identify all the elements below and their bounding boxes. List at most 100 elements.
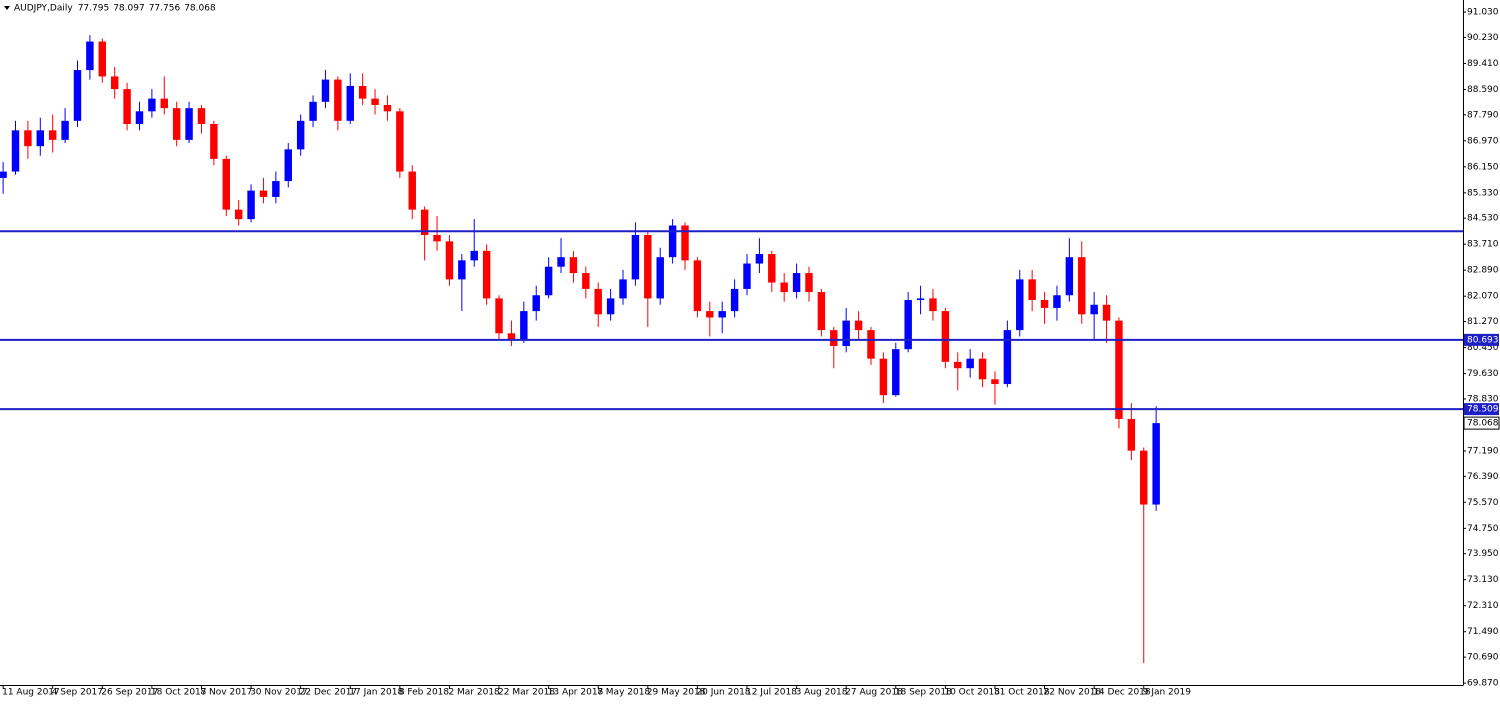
x-tick-label: 20 Jun 2018 xyxy=(696,688,750,698)
candle-body xyxy=(916,298,925,301)
candle-body xyxy=(817,292,826,331)
candle-body xyxy=(371,98,379,105)
candle-body xyxy=(792,273,801,293)
y-tick-label: 89.410 xyxy=(1467,59,1499,69)
candle-body xyxy=(346,85,354,121)
y-tick-label: 90.230 xyxy=(1467,33,1499,43)
candle-body xyxy=(1016,279,1024,331)
candle-body xyxy=(1115,320,1123,419)
candle-body xyxy=(507,333,516,340)
x-tick-label: 4 Sep 2017 xyxy=(52,688,103,698)
level-label: 78.509 xyxy=(1467,405,1499,415)
x-tick-label: 2 Mar 2018 xyxy=(448,688,500,698)
x-tick-label: 29 May 2018 xyxy=(647,688,706,698)
title-ohlc: 77.756 xyxy=(149,4,181,14)
y-tick-label: 91.030 xyxy=(1467,8,1499,18)
x-tick-label: 22 Mar 2018 xyxy=(498,688,555,698)
x-tick-label: 18 Sep 2018 xyxy=(895,688,952,698)
candle-body xyxy=(606,298,615,315)
candle-body xyxy=(408,171,416,210)
menu-arrow[interactable] xyxy=(4,6,10,10)
candle-body xyxy=(619,279,627,299)
candle-body xyxy=(210,123,218,159)
candle-body xyxy=(879,358,888,396)
candle-body xyxy=(755,254,764,264)
x-tick-label: 30 Nov 2017 xyxy=(250,688,308,698)
candle-body xyxy=(222,158,230,210)
y-tick-label: 86.970 xyxy=(1467,136,1499,146)
candle-body xyxy=(1127,418,1136,451)
y-tick-label: 84.530 xyxy=(1467,214,1499,224)
candle-body xyxy=(978,358,987,380)
candle-body xyxy=(1090,304,1098,315)
x-tick-label: 8 Nov 2017 xyxy=(200,688,252,698)
y-tick-label: 74.750 xyxy=(1467,524,1499,534)
candle-body xyxy=(470,250,478,261)
candle-body xyxy=(296,120,305,150)
candle-body xyxy=(272,181,280,197)
y-tick-label: 72.310 xyxy=(1467,601,1499,611)
y-tick-label: 78.830 xyxy=(1467,394,1499,404)
candle-body xyxy=(383,104,392,112)
candle-body xyxy=(135,111,144,124)
x-tick-label: 3 Aug 2018 xyxy=(796,688,848,698)
y-tick-label: 76.390 xyxy=(1467,472,1499,482)
candle-body xyxy=(854,320,863,331)
candle-body xyxy=(160,98,168,109)
candle-body xyxy=(730,288,739,312)
x-tick-label: 13 Apr 2018 xyxy=(548,688,604,698)
candle-body xyxy=(482,250,491,299)
x-tick-label: 7 May 2018 xyxy=(597,688,650,698)
candle-body xyxy=(532,295,540,312)
candle-body xyxy=(1102,304,1111,321)
candle-body xyxy=(743,263,751,289)
candle-body xyxy=(110,76,119,90)
candle-body xyxy=(842,320,850,346)
y-tick-label: 88.590 xyxy=(1467,85,1499,95)
x-tick-label: 8 Feb 2018 xyxy=(399,688,450,698)
candle-body xyxy=(631,234,640,280)
candle-body xyxy=(544,266,553,296)
candle-body xyxy=(991,379,999,385)
last-price-box xyxy=(1463,416,1500,430)
x-tick-label: 11 Aug 2017 xyxy=(2,688,60,698)
x-tick-label: 27 Aug 2018 xyxy=(845,688,903,698)
candle-body xyxy=(1140,450,1148,505)
y-tick-label: 77.190 xyxy=(1467,446,1499,456)
candle-body xyxy=(718,311,726,318)
y-tick-label: 69.870 xyxy=(1467,679,1499,689)
x-tick-label: 26 Sep 2017 xyxy=(101,688,158,698)
candle-body xyxy=(693,260,702,312)
candle-body xyxy=(420,209,429,235)
y-tick-label: 85.330 xyxy=(1467,188,1499,198)
y-tick-label: 73.950 xyxy=(1467,549,1499,559)
candle-body xyxy=(11,130,20,172)
candle-body xyxy=(73,70,82,121)
candle-body xyxy=(941,311,950,362)
y-tick-label: 79.630 xyxy=(1467,369,1499,379)
candle-body xyxy=(1040,300,1049,308)
x-tick-label: 10 Oct 2018 xyxy=(944,688,1000,698)
level-label: 80.693 xyxy=(1467,335,1499,345)
candle-body xyxy=(172,108,181,140)
candle-body xyxy=(458,260,466,280)
x-tick-label: 12 Jul 2018 xyxy=(746,688,797,698)
y-tick-label: 81.270 xyxy=(1467,317,1499,327)
candle-body xyxy=(1028,279,1036,301)
candle-body xyxy=(1065,257,1074,296)
x-tick-label: 17 Jan 2018 xyxy=(349,688,403,698)
chart-title: AUDJPY,Daily xyxy=(14,4,73,14)
candle-body xyxy=(768,254,776,283)
x-tick-label: 31 Oct 2018 xyxy=(994,688,1050,698)
candle-body xyxy=(334,79,342,121)
title-ohlc: 78.097 xyxy=(113,4,145,14)
candle-body xyxy=(185,108,193,140)
candle-body xyxy=(867,330,875,359)
candle-body xyxy=(656,257,664,299)
candle-body xyxy=(321,79,330,102)
candle-body xyxy=(954,361,962,369)
level-label-box xyxy=(1464,403,1499,416)
candle-body xyxy=(780,282,788,293)
